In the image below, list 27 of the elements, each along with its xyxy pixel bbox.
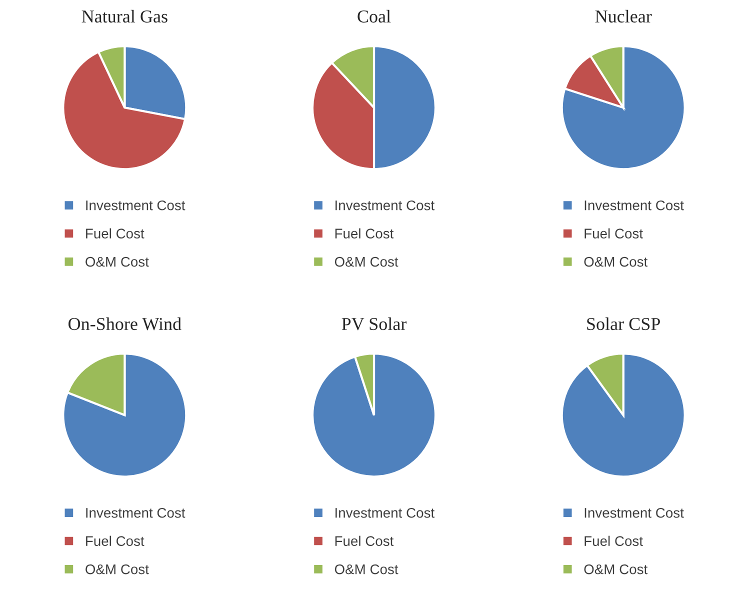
legend-label: Investment Cost bbox=[336, 200, 434, 210]
chart-title: Nuclear bbox=[595, 10, 652, 23]
legend-label: Fuel Cost bbox=[584, 536, 643, 546]
legend-label: O&M Cost bbox=[584, 256, 648, 267]
chart-title: Solar CSP bbox=[587, 317, 660, 330]
legend-label: Investment Cost bbox=[86, 508, 186, 518]
pie-slice bbox=[311, 352, 437, 478]
legend-label: Fuel Cost bbox=[335, 536, 394, 546]
legend-label: Fuel Cost bbox=[86, 536, 144, 546]
chart-title: On-Shore Wind bbox=[68, 317, 182, 330]
legend-label: O&M Cost bbox=[86, 564, 149, 574]
pie-slice bbox=[62, 352, 188, 478]
legend-label: O&M Cost bbox=[86, 256, 149, 267]
legend-label: Investment Cost bbox=[584, 508, 684, 518]
legend-label: O&M Cost bbox=[334, 564, 398, 574]
legend-label: Investment Cost bbox=[86, 200, 186, 210]
legend-label: Fuel Cost bbox=[86, 228, 144, 238]
legend-label: Investment Cost bbox=[584, 200, 684, 210]
legend-label: Investment Cost bbox=[336, 508, 434, 518]
chart-title: PV Solar bbox=[342, 317, 407, 330]
pie-slice bbox=[560, 352, 686, 478]
legend-label: O&M Cost bbox=[584, 564, 648, 574]
chart-title: Coal bbox=[358, 10, 391, 23]
legend-label: Fuel Cost bbox=[584, 228, 643, 238]
legend-label: Fuel Cost bbox=[335, 228, 394, 238]
legend-label: O&M Cost bbox=[334, 256, 398, 267]
chart-title: Natural Gas bbox=[82, 10, 168, 23]
